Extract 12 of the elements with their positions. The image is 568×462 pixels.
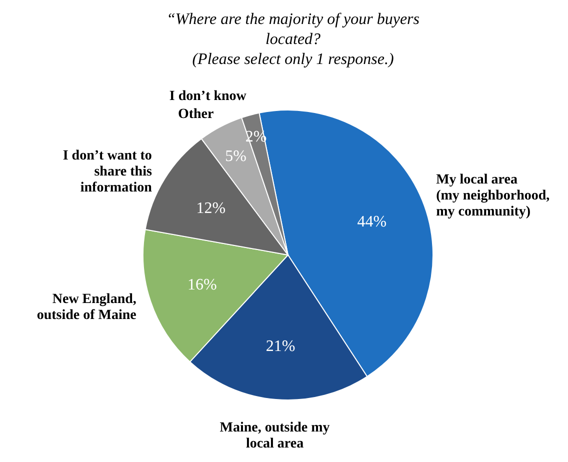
data-label: 44% bbox=[357, 213, 387, 230]
data-label: 21% bbox=[266, 338, 296, 355]
data-label: 12% bbox=[196, 200, 226, 217]
chart-title: “Where are the majority of your buyers located? (Please select only 1 response.) bbox=[166, 11, 420, 68]
data-label: 16% bbox=[187, 276, 217, 294]
data-label: 5% bbox=[225, 148, 246, 166]
slice-label: I don’t know bbox=[169, 89, 248, 104]
slice-label: My local area (my neighborhood, my community) bbox=[436, 172, 550, 220]
slice-label: Other bbox=[178, 107, 214, 122]
slice-label: Maine, outside my local area bbox=[220, 420, 330, 452]
slice-label: I don’t want to share this information bbox=[62, 148, 152, 196]
slice-label: New England, outside of Maine bbox=[36, 292, 136, 324]
